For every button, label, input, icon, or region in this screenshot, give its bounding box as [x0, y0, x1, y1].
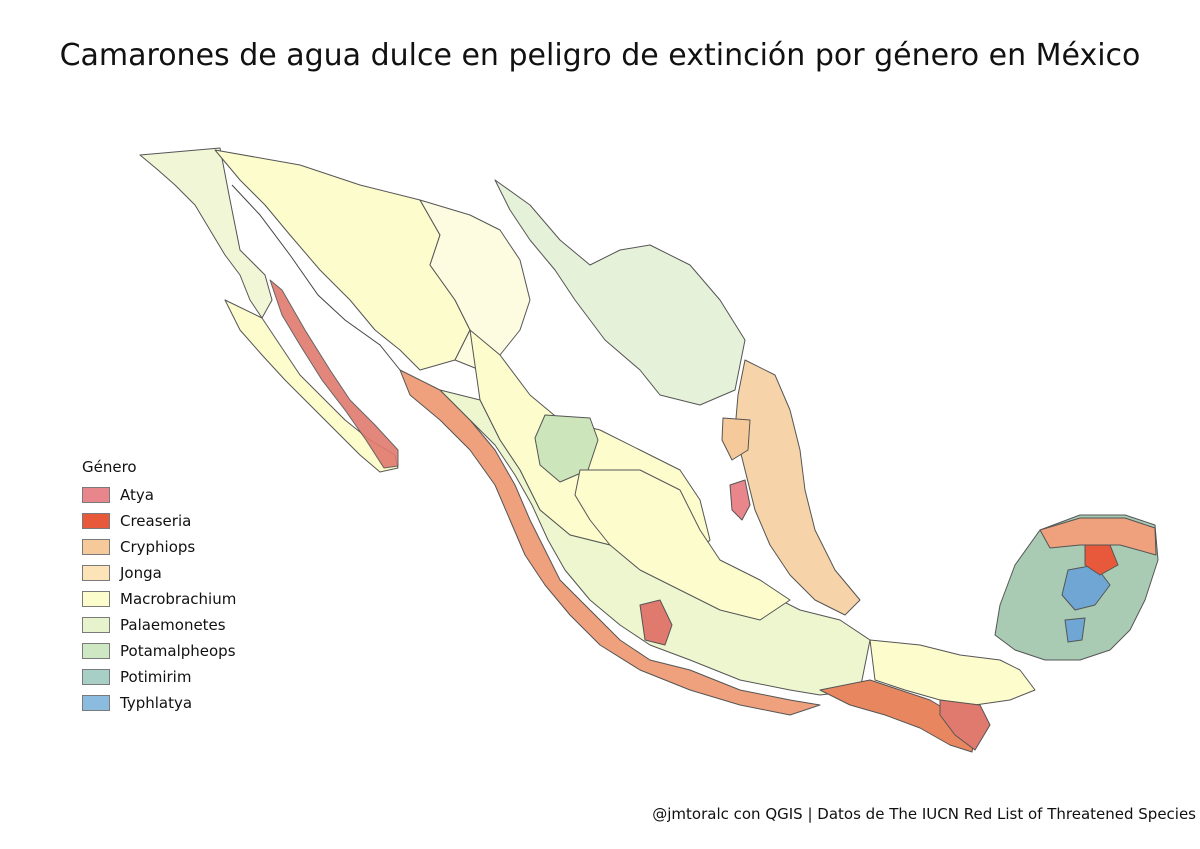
legend-label: Atya — [120, 486, 154, 504]
credit-footer: @jmtoralc con QGIS | Datos de The IUCN R… — [652, 805, 1196, 823]
legend-swatch — [82, 669, 110, 685]
legend-label: Creaseria — [120, 512, 192, 530]
region-yucatan-creaseria — [1084, 544, 1119, 576]
legend-item-potimirim: Potimirim — [82, 664, 236, 690]
legend-label: Typhlatya — [120, 694, 193, 712]
region-guerrero-atya — [639, 599, 673, 646]
legend-item-palaemonetes: Palaemonetes — [82, 612, 236, 638]
legend-item-creaseria: Creaseria — [82, 508, 236, 534]
legend-label: Cryphiops — [120, 538, 196, 556]
region-chiapas-coast — [939, 699, 991, 751]
region-mid-interior — [574, 469, 791, 621]
region-gulf-coast — [734, 359, 861, 616]
region-baja-atya — [269, 279, 399, 469]
gulf-of-california-coast — [231, 184, 401, 371]
legend-swatch — [82, 513, 110, 529]
legend-swatch — [82, 695, 110, 711]
legend-item-jonga: Jonga — [82, 560, 236, 586]
region-pacific-coast — [399, 369, 821, 716]
legend-label: Jonga — [120, 564, 162, 582]
legend-label: Palaemonetes — [120, 616, 226, 634]
region-baja-north — [139, 147, 273, 319]
legend-item-atya: Atya — [82, 482, 236, 508]
region-rio-grande — [494, 179, 746, 406]
legend-label: Potimirim — [120, 668, 192, 686]
legend-label: Potamalpheops — [120, 642, 236, 660]
legend-swatch — [82, 591, 110, 607]
legend-title: Género — [82, 458, 137, 476]
region-potamal-center — [534, 414, 599, 483]
region-yucatan-cryphiops — [1039, 517, 1157, 556]
legend-item-typhlatya: Typhlatya — [82, 690, 236, 716]
legend-swatch — [82, 643, 110, 659]
map-title: Camarones de agua dulce en peligro de ex… — [59, 38, 1141, 73]
legend-swatch — [82, 617, 110, 633]
region-sonora — [214, 149, 471, 371]
legend-swatch — [82, 539, 110, 555]
legend-swatch — [82, 487, 110, 503]
legend-item-potamalpheops: Potamalpheops — [82, 638, 236, 664]
region-yucatan-typhlatya-south — [1064, 617, 1086, 643]
legend-item-cryphiops: Cryphiops — [82, 534, 236, 560]
region-baja-south — [224, 299, 399, 473]
legend-swatch — [82, 565, 110, 581]
legend-label: Macrobrachium — [120, 590, 237, 608]
region-chiapas — [869, 639, 1036, 706]
legend: Género Atya Creaseria Cryphiops Jonga Macrob… — [82, 458, 236, 716]
region-gulf-atya — [729, 479, 751, 521]
legend-item-macrobrachium: Macrobrachium — [82, 586, 236, 612]
region-cryphiops-ne — [721, 417, 751, 461]
